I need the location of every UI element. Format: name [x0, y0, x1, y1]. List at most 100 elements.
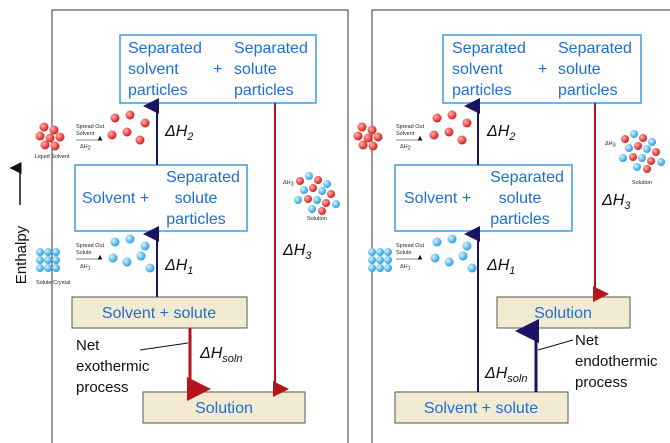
small-label: Spread Out [396, 243, 425, 249]
small-label: Solvent [76, 131, 95, 137]
delta-h-label: ΔHsoln [199, 345, 242, 365]
box-text: Solution [534, 305, 592, 322]
small-label: Solute [396, 250, 412, 256]
particle [384, 264, 392, 272]
particle [621, 135, 629, 143]
particle [619, 154, 627, 162]
box-text: solute [499, 190, 542, 207]
particle [305, 172, 313, 180]
note: Net [575, 332, 599, 349]
particle [50, 126, 59, 135]
particle [36, 248, 44, 256]
particle [376, 264, 384, 272]
box-text: Separated [490, 169, 564, 186]
small-label: Spread Out [396, 124, 425, 130]
leader-line [140, 343, 188, 350]
particle [463, 119, 472, 128]
particle [136, 136, 145, 145]
particle [445, 128, 454, 137]
particle [41, 141, 50, 150]
subscript: 3 [291, 182, 294, 188]
subscript: 2 [508, 131, 515, 143]
delta-h-label: ΔH1 [164, 257, 193, 277]
particle [123, 128, 132, 137]
particle [309, 184, 317, 192]
symbol: ΔH [601, 192, 625, 209]
particle [448, 111, 457, 120]
box-text: + [538, 61, 547, 78]
particle [126, 235, 135, 244]
symbol: ΔH [80, 144, 88, 150]
particle [141, 242, 150, 251]
note: process [76, 379, 129, 396]
particle [648, 138, 656, 146]
note: process [575, 374, 628, 391]
leader-line [538, 340, 573, 350]
particle [376, 256, 384, 264]
small-label: ΔH1 [400, 264, 411, 272]
small-label: ΔH3 [283, 180, 294, 188]
particle [643, 145, 651, 153]
particle [368, 248, 376, 256]
particle [652, 148, 660, 156]
small-label: Solvent [396, 131, 415, 137]
particle [294, 196, 302, 204]
particle [445, 258, 454, 267]
symbol: ΔH [400, 144, 408, 150]
particle [634, 142, 642, 150]
particle [141, 119, 150, 128]
delta-h-label: ΔH1 [486, 257, 515, 277]
box-text: + [213, 61, 222, 78]
subscript: 2 [88, 146, 91, 152]
subscript: 1 [187, 265, 193, 277]
particle [304, 195, 312, 203]
box-text: Separated [558, 40, 632, 57]
particle [36, 256, 44, 264]
delta-h-label: ΔH2 [164, 123, 193, 143]
delta-h-label: ΔH3 [601, 192, 631, 212]
symbol: ΔH [605, 141, 613, 147]
subscript: 1 [408, 266, 411, 272]
particle [308, 205, 316, 213]
symbol: ΔH [400, 264, 408, 270]
particle [638, 154, 646, 162]
particle [332, 200, 340, 208]
symbol: ΔH [283, 180, 291, 186]
small-label: ΔH1 [80, 264, 91, 272]
particle [369, 142, 378, 151]
box-text: solute [175, 190, 218, 207]
small-label: ΔH2 [400, 144, 411, 152]
particle [300, 186, 308, 194]
note: endothermic [575, 353, 658, 370]
particle [358, 123, 367, 132]
particle [368, 256, 376, 264]
box-text: solvent [452, 61, 503, 78]
particle [633, 163, 641, 171]
particle [322, 199, 330, 207]
particle [44, 256, 52, 264]
particle [40, 123, 49, 132]
particle [318, 207, 326, 215]
note: Net [76, 337, 100, 354]
delta-h-label: ΔHsoln [484, 365, 527, 385]
box-text: particles [128, 82, 188, 99]
subscript: 2 [186, 131, 193, 143]
particle [431, 254, 440, 263]
particle [137, 252, 146, 261]
box-text: Solvent + [82, 190, 149, 207]
symbol: ΔH [282, 242, 306, 259]
box-text: solute [558, 61, 601, 78]
small-label: Solution [307, 216, 327, 222]
particle [374, 133, 383, 142]
particle [448, 235, 457, 244]
particle [313, 196, 321, 204]
enthalpy-diagram: Enthalpy Separated solvent particles + S… [0, 0, 670, 443]
particle [323, 180, 331, 188]
particle [430, 131, 439, 140]
symbol: ΔH [164, 257, 188, 274]
axis-label: Enthalpy [13, 225, 30, 284]
box-text: Solvent + [404, 190, 471, 207]
delta-h-label: ΔH3 [282, 242, 312, 262]
subscript: 3 [305, 250, 312, 262]
symbol: ΔH [80, 264, 88, 270]
